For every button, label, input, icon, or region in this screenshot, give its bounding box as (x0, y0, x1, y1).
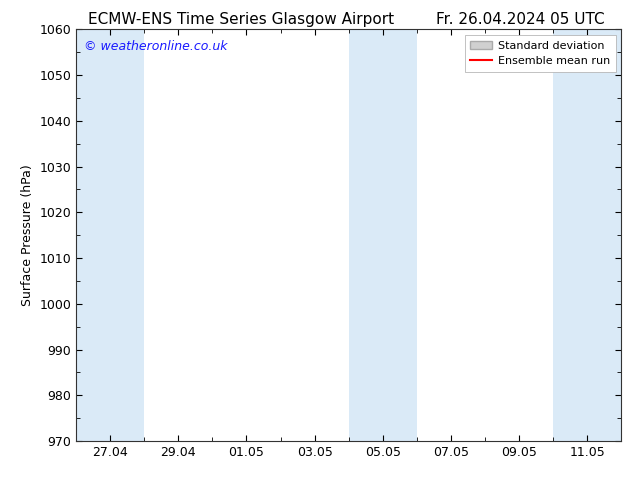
Bar (349, 29, 417, 441)
Bar (553, 29, 621, 441)
Text: © weatheronline.co.uk: © weatheronline.co.uk (84, 40, 228, 53)
Legend: Standard deviation, Ensemble mean run: Standard deviation, Ensemble mean run (465, 35, 616, 72)
Y-axis label: Surface Pressure (hPa): Surface Pressure (hPa) (21, 164, 34, 306)
Text: ECMW-ENS Time Series Glasgow Airport: ECMW-ENS Time Series Glasgow Airport (88, 12, 394, 27)
Text: Fr. 26.04.2024 05 UTC: Fr. 26.04.2024 05 UTC (436, 12, 604, 27)
Bar (76, 29, 144, 441)
